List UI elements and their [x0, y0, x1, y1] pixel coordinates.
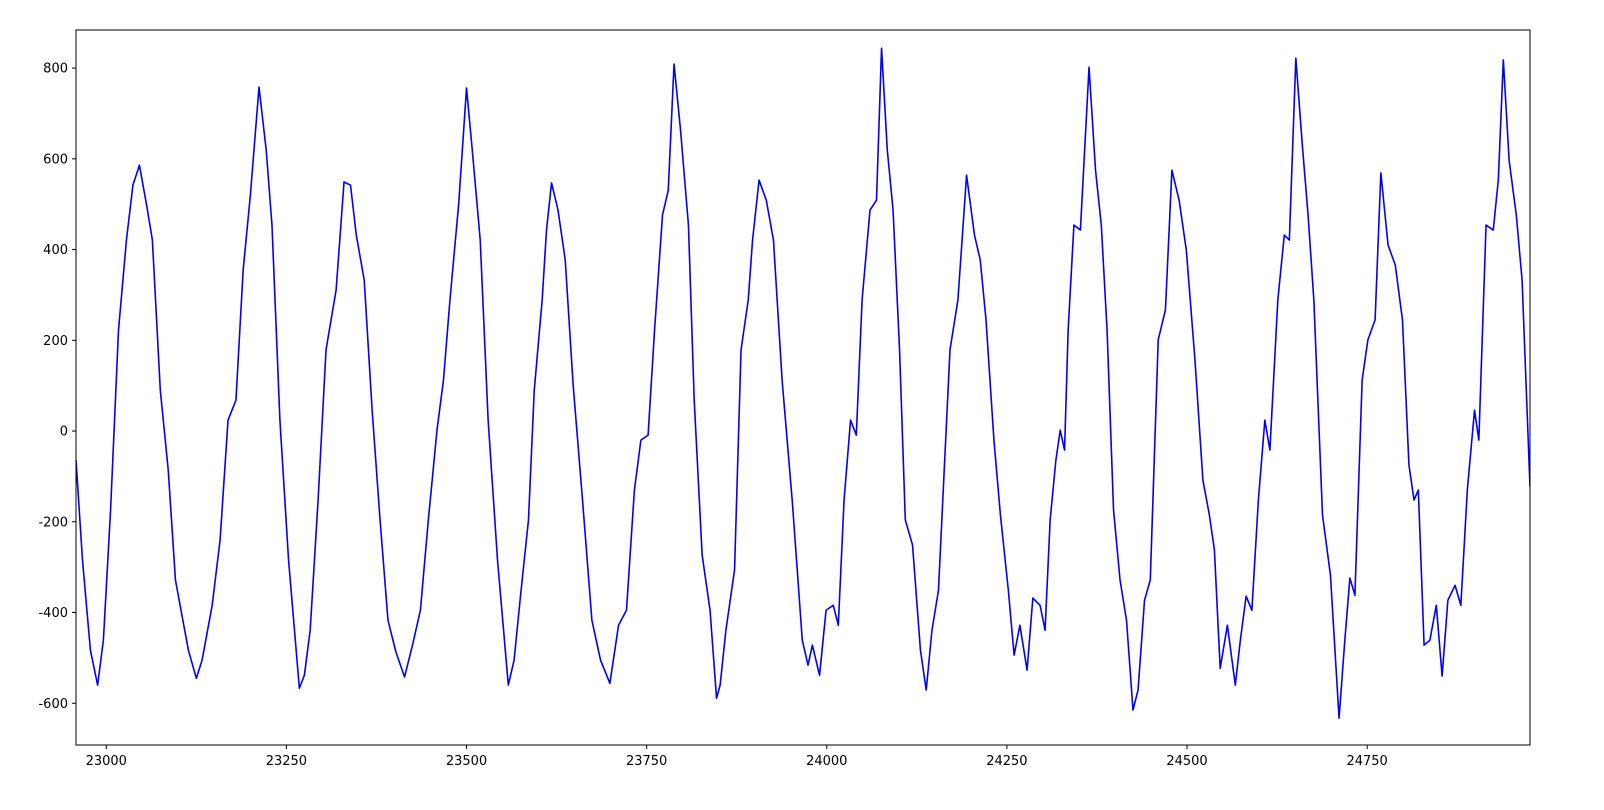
- y-tick-label: -200: [38, 515, 68, 530]
- y-tick-label: -400: [38, 606, 68, 621]
- x-tick-label: 24000: [806, 754, 847, 769]
- y-tick-label: 400: [43, 243, 68, 258]
- x-tick-label: 24500: [1166, 754, 1207, 769]
- x-tick-label: 23750: [626, 754, 667, 769]
- y-tick-label: 600: [43, 152, 68, 167]
- y-tick-label: 800: [43, 62, 68, 77]
- line-series: [76, 47, 1530, 720]
- plot-frame: [75, 29, 1531, 746]
- x-tick-label: 24750: [1346, 754, 1387, 769]
- x-tick-label: 23000: [86, 754, 127, 769]
- x-tick-label: 23500: [446, 754, 487, 769]
- y-tick-label: -600: [38, 697, 68, 712]
- x-tick-label: 24250: [986, 754, 1027, 769]
- y-tick-label: 0: [60, 425, 68, 440]
- x-tick-label: 23250: [266, 754, 307, 769]
- y-tick-label: 200: [43, 334, 68, 349]
